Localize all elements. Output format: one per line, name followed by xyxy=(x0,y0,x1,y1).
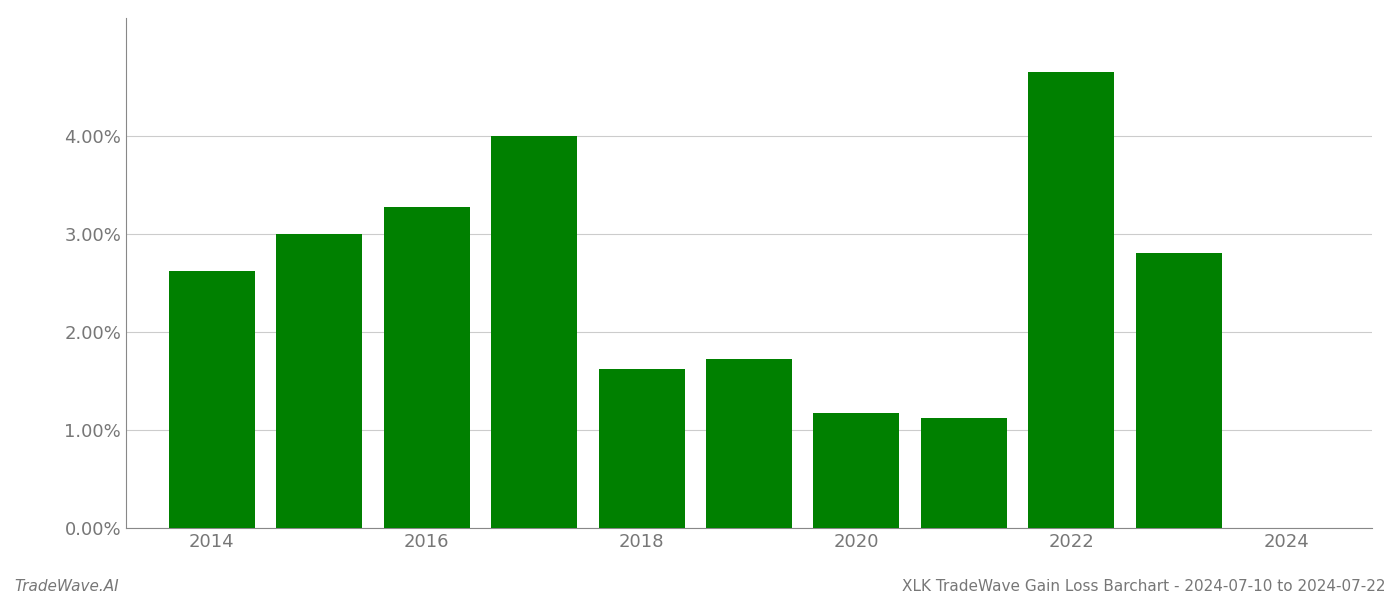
Bar xyxy=(813,413,899,528)
Bar xyxy=(921,418,1007,528)
Bar xyxy=(1135,253,1222,528)
Bar xyxy=(706,359,792,528)
Text: XLK TradeWave Gain Loss Barchart - 2024-07-10 to 2024-07-22: XLK TradeWave Gain Loss Barchart - 2024-… xyxy=(903,579,1386,594)
Bar xyxy=(491,136,577,528)
Bar xyxy=(169,271,255,528)
Bar xyxy=(384,207,470,528)
Text: TradeWave.AI: TradeWave.AI xyxy=(14,579,119,594)
Bar xyxy=(1028,72,1114,528)
Bar xyxy=(599,369,685,528)
Bar xyxy=(276,234,363,528)
